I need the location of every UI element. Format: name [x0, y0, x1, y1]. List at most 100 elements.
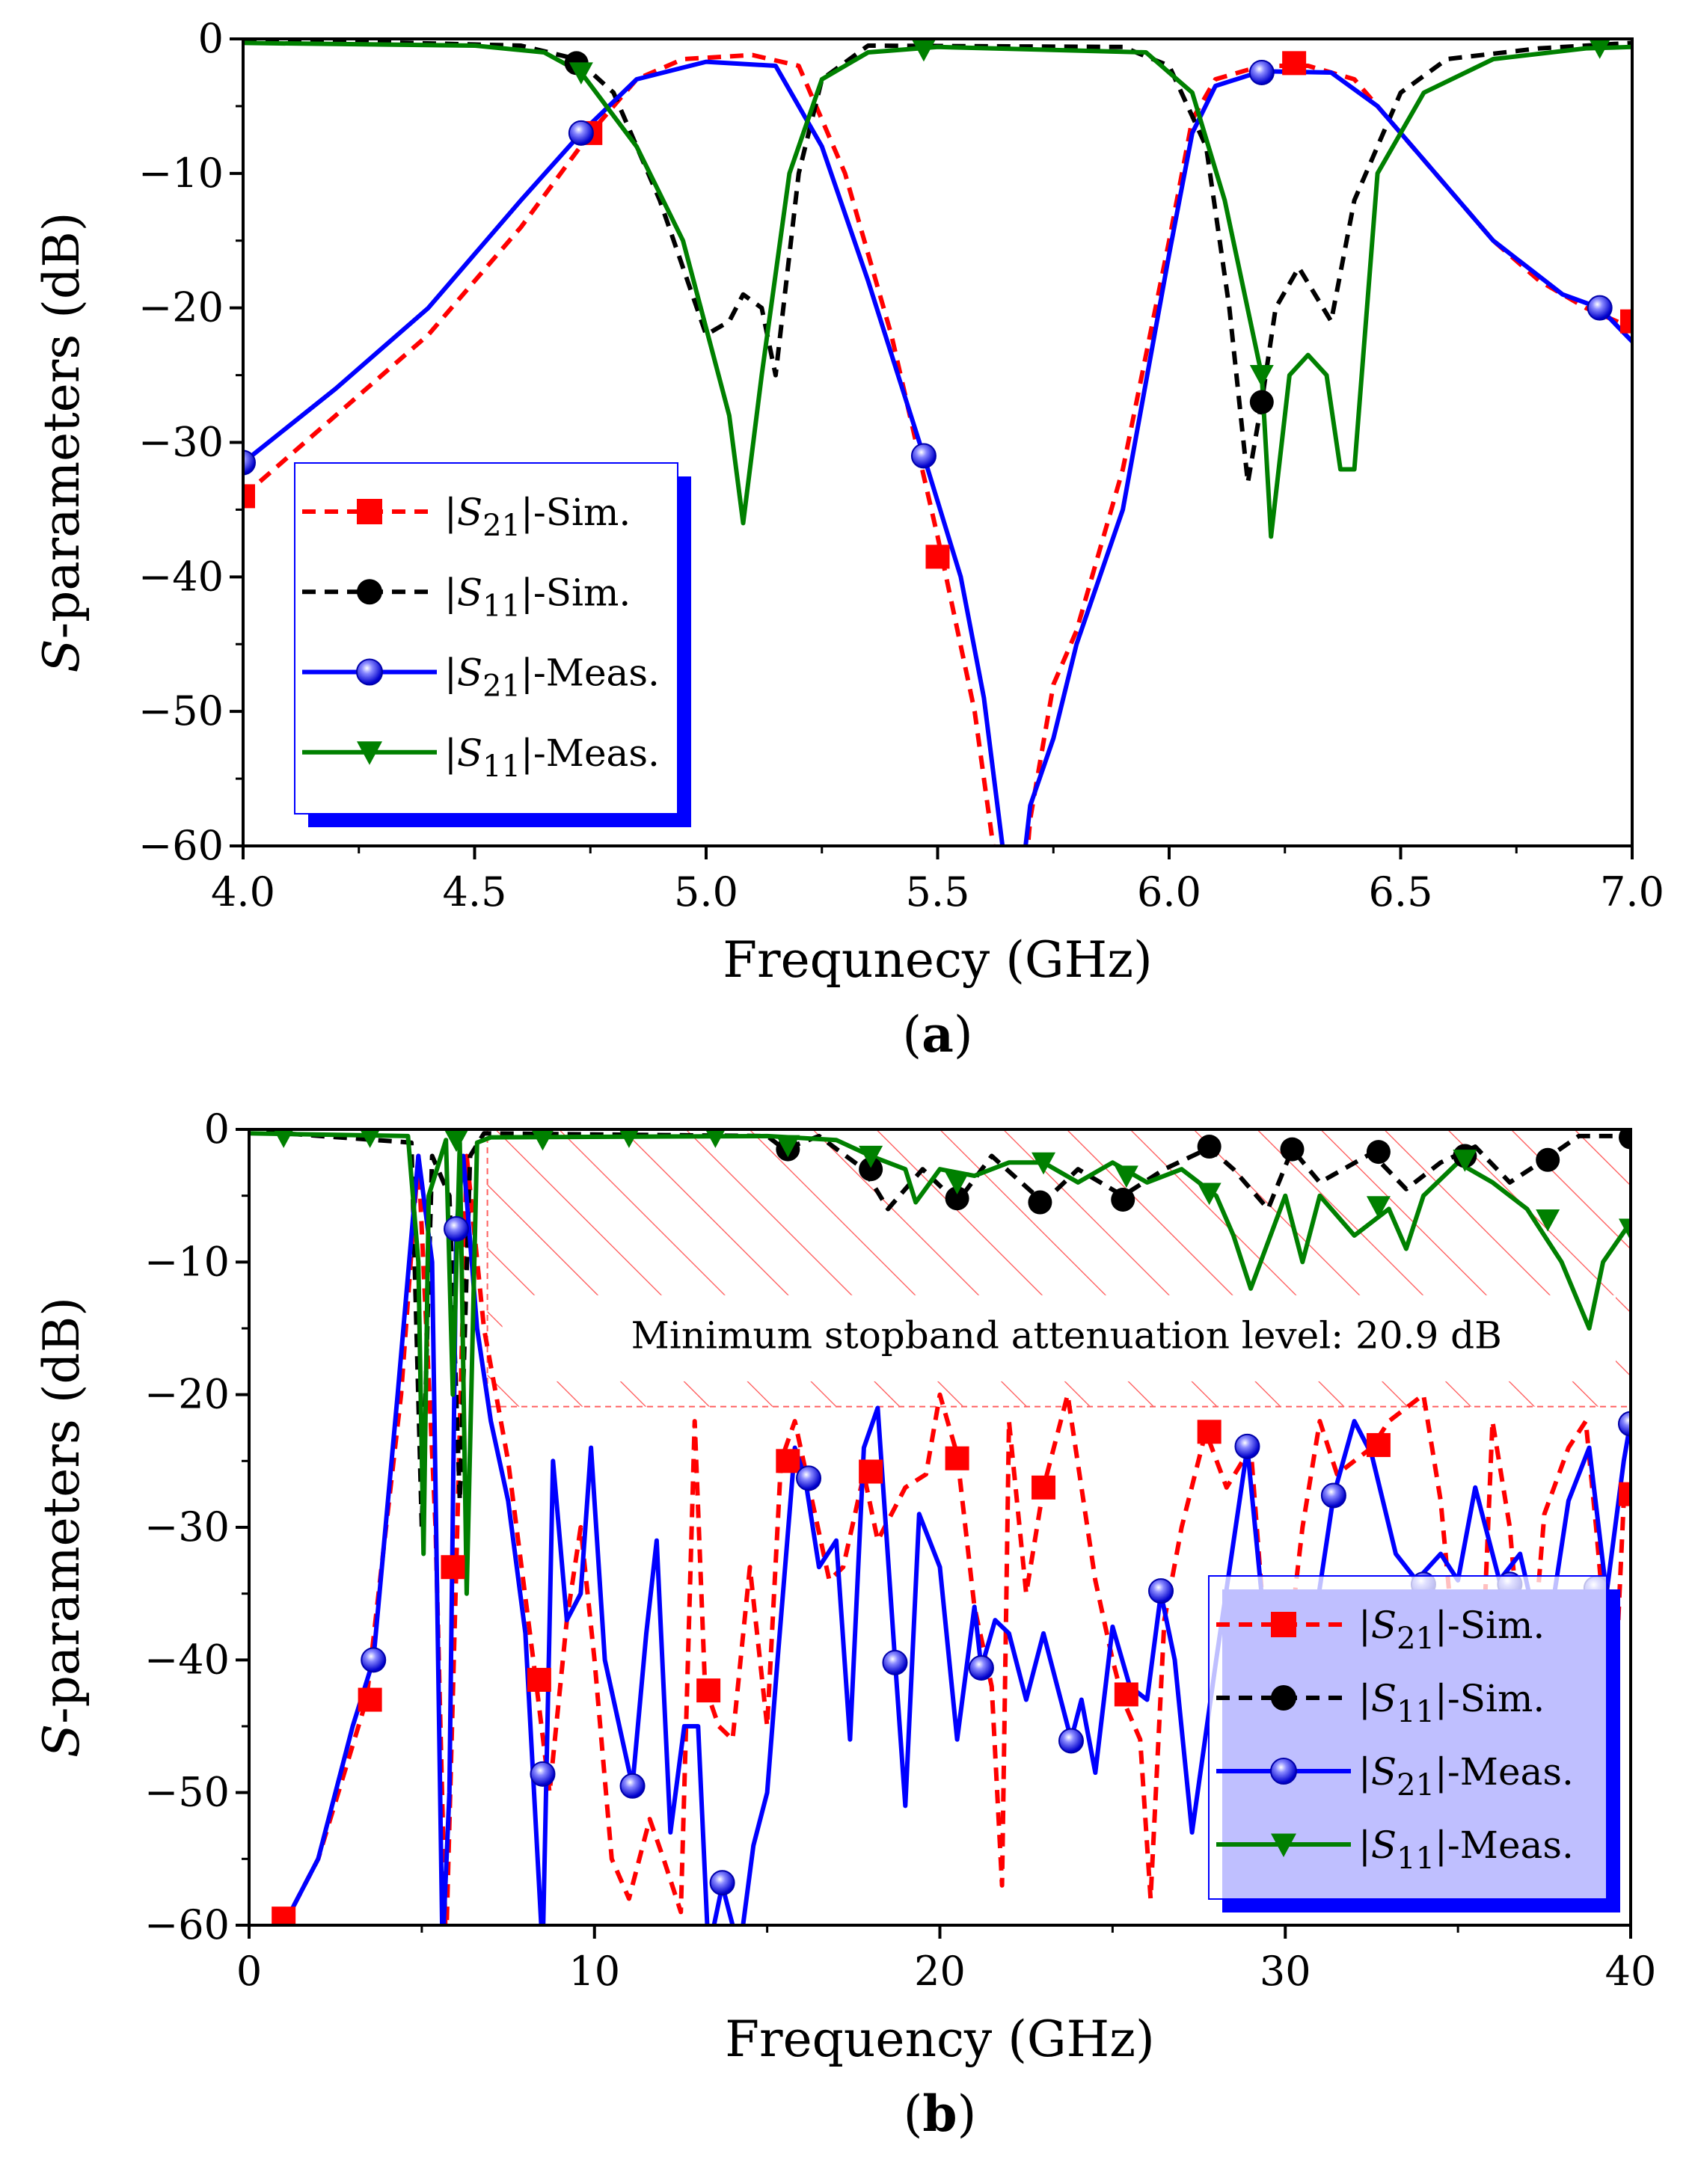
- legend-suffix: |-Meas.: [1435, 1823, 1574, 1867]
- marker-s21sim: [945, 1446, 969, 1470]
- legend-symbol: S: [1371, 1823, 1397, 1867]
- y-tick-label: −50: [138, 687, 224, 734]
- marker-s21sim: [272, 1907, 296, 1925]
- y-tick-label: −20: [138, 284, 224, 331]
- marker-s21sim: [1114, 1682, 1138, 1707]
- marker-s21meas: [1248, 59, 1275, 85]
- marker-s11meas: [859, 1145, 883, 1168]
- marker-s11meas: [1589, 39, 1611, 59]
- marker-s11meas: [273, 1129, 294, 1148]
- marker-s21meas: [882, 1649, 908, 1675]
- x-tick-label: 6.0: [1137, 868, 1201, 915]
- legend-label-s21meas: |S21|-Meas.: [1358, 1750, 1574, 1803]
- marker-s11meas: [360, 1129, 381, 1148]
- legend-subscript: 21: [1397, 1768, 1435, 1803]
- marker-s11meas: [531, 1129, 554, 1151]
- y-tick-label: −50: [144, 1769, 230, 1816]
- legend-marker-s11meas: [1271, 1833, 1296, 1857]
- legend-suffix: |-Sim.: [1435, 1677, 1545, 1720]
- legend-marker-s21meas: [356, 658, 383, 686]
- marker-s21meas: [796, 1465, 822, 1491]
- marker-s21sim: [358, 1687, 382, 1712]
- marker-s21meas: [910, 443, 937, 469]
- legend-suffix: |-Meas.: [521, 651, 660, 695]
- caption-close: ): [957, 2085, 977, 2143]
- marker-s11meas: [444, 1129, 469, 1153]
- y-axis-label-rest: -parameters (dB): [33, 1297, 91, 1724]
- y-tick-label: −60: [144, 1901, 230, 1948]
- series-line-s11sim: [243, 39, 1632, 485]
- marker-s21sim: [696, 1678, 721, 1703]
- legend-symbol: S: [457, 651, 482, 695]
- marker-s11meas: [568, 62, 593, 85]
- marker-s11sim: [859, 1157, 883, 1182]
- legend-symbol: S: [1371, 1604, 1397, 1647]
- y-tick-label: 0: [204, 1105, 230, 1153]
- x-tick-label: 4.5: [443, 868, 507, 915]
- marker-s11meas: [1536, 1209, 1560, 1232]
- legend-suffix: |-Meas.: [521, 731, 660, 775]
- legend-bar: |: [1358, 1823, 1371, 1867]
- marker-s21sim: [243, 484, 255, 509]
- marker-s21meas: [243, 450, 256, 476]
- x-axis-label: Frequency (GHz): [725, 2010, 1155, 2068]
- marker-s21meas: [1148, 1578, 1174, 1604]
- marker-s11meas: [1249, 364, 1274, 387]
- x-tick-label: 40: [1605, 1948, 1657, 1995]
- legend-label-s11sim: |S11|-Sim.: [444, 571, 631, 623]
- y-tick-label: 0: [198, 15, 224, 62]
- legend-label-s21sim: |S21|-Sim.: [1358, 1604, 1545, 1656]
- marker-s21sim: [1620, 309, 1632, 334]
- marker-s21meas: [1618, 1411, 1631, 1437]
- series-group: [243, 39, 1632, 846]
- marker-s11sim: [1028, 1190, 1052, 1215]
- legend-subscript: 11: [482, 589, 521, 623]
- legend-bar: |: [444, 491, 457, 534]
- legend: |S21|-Sim.|S11|-Sim.|S21|-Meas.|S11|-Mea…: [1208, 1575, 1620, 1912]
- legend-suffix: |-Sim.: [521, 571, 631, 614]
- y-axis-label-italic: S: [33, 1724, 91, 1758]
- legend-bar: |: [444, 651, 457, 695]
- legend-symbol: S: [1371, 1750, 1397, 1794]
- marker-s11meas: [776, 1135, 800, 1158]
- y-tick-label: −20: [144, 1371, 230, 1418]
- legend-suffix: |-Sim.: [521, 491, 631, 534]
- marker-s21sim: [1619, 1482, 1631, 1506]
- y-tick-label: −30: [138, 419, 224, 466]
- legend-marker-s11sim: [357, 579, 382, 605]
- series-line-s11meas: [243, 40, 1632, 539]
- marker-s21meas: [1320, 1482, 1346, 1509]
- marker-s21meas: [361, 1647, 387, 1673]
- caption-close: ): [954, 1006, 973, 1064]
- marker-s21meas: [1587, 295, 1613, 321]
- x-tick-label: 10: [568, 1948, 620, 1995]
- marker-s11sim: [1536, 1147, 1560, 1172]
- legend-label-s11sim: |S11|-Sim.: [1358, 1677, 1545, 1729]
- x-tick-label: 5.0: [674, 868, 738, 915]
- legend-marker-s21meas: [1270, 1758, 1297, 1785]
- marker-s21meas: [530, 1761, 556, 1787]
- legend-bar: |: [444, 571, 457, 614]
- marker-s11meas: [1619, 1218, 1631, 1241]
- marker-s11meas: [911, 39, 936, 62]
- marker-s11sim: [1249, 390, 1274, 414]
- legend-label-s11meas: |S11|-Meas.: [1358, 1823, 1574, 1876]
- marker-s11meas: [1366, 1196, 1391, 1218]
- y-tick-label: −40: [138, 553, 224, 600]
- marker-s21meas: [568, 120, 594, 146]
- legend-subscript: 21: [1397, 1622, 1435, 1656]
- legend-suffix: |-Meas.: [1435, 1750, 1574, 1794]
- marker-s21meas: [444, 1216, 470, 1242]
- x-tick-label: 7.0: [1600, 868, 1664, 915]
- marker-s21sim: [1032, 1475, 1056, 1500]
- marker-s21meas: [709, 1870, 735, 1896]
- marker-s21sim: [776, 1449, 800, 1473]
- legend-marker-s21sim: [1271, 1612, 1296, 1637]
- legend-symbol: S: [1371, 1677, 1397, 1720]
- x-tick-label: 0: [236, 1948, 262, 1995]
- legend-bar: |: [1358, 1750, 1371, 1794]
- series-line-s21sim: [281, 1153, 1631, 1925]
- marker-s21meas: [1234, 1433, 1260, 1459]
- legend-subscript: 21: [482, 509, 521, 543]
- y-tick-label: −30: [144, 1503, 230, 1550]
